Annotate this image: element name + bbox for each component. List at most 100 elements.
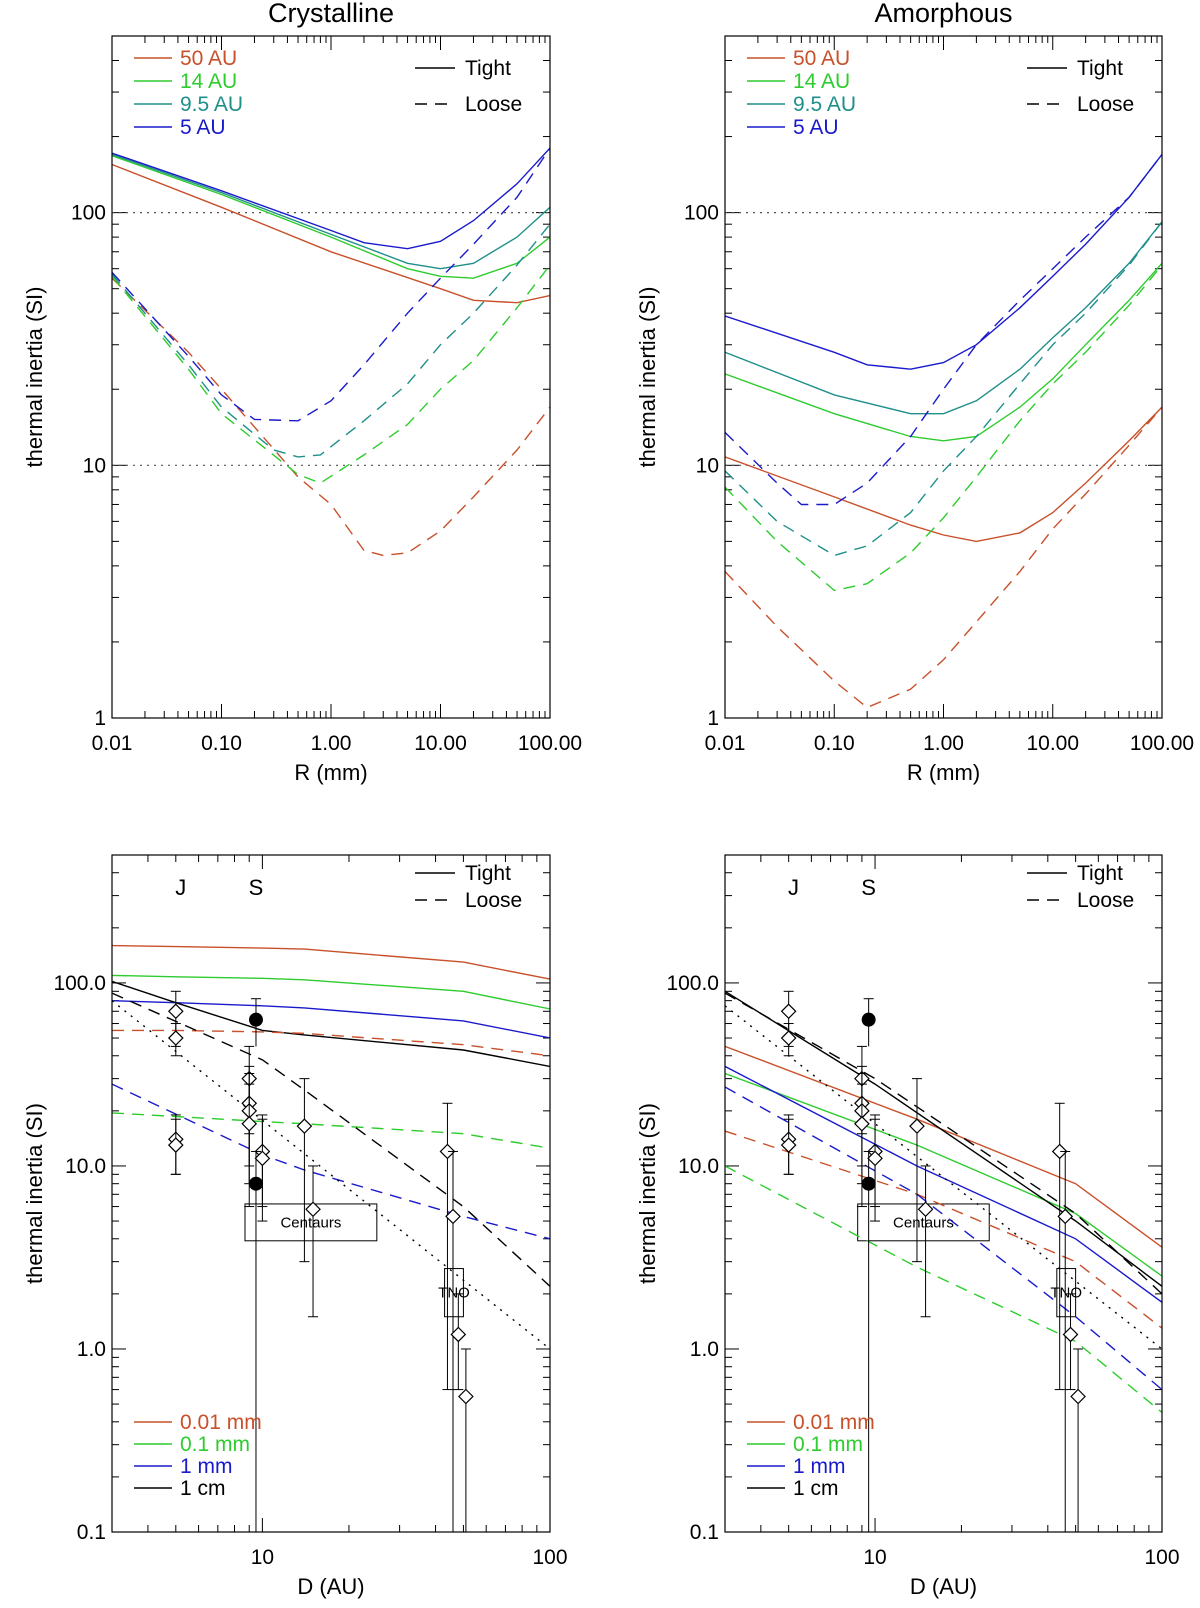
amorphous-d-xlabel: D (AU) bbox=[910, 1574, 977, 1599]
filled-point bbox=[861, 1012, 876, 1027]
series-1-cm-tight bbox=[725, 990, 1162, 1287]
series-1-cm-loose bbox=[112, 992, 550, 1287]
crystalline-r-xtick-label: 10.00 bbox=[414, 732, 467, 755]
legend-series-label-5-au: 5 AU bbox=[180, 116, 226, 139]
amorphous-d-ytick-label: 10.0 bbox=[678, 1155, 719, 1178]
legend-series-label-0-01-mm: 0.01 mm bbox=[180, 1411, 262, 1434]
obs-point bbox=[445, 1208, 461, 1225]
obs-point bbox=[167, 1003, 184, 1020]
obs-point bbox=[167, 1137, 184, 1153]
series-5-au-loose bbox=[112, 147, 550, 422]
amorphous-r-xtick-label: 1.00 bbox=[923, 732, 964, 755]
amorphous-r-xlabel: R (mm) bbox=[907, 760, 980, 785]
amorphous-r-ylabel: thermal inertia (SI) bbox=[635, 287, 660, 468]
series-0-01-mm-tight bbox=[112, 944, 550, 980]
crystalline-d-ytick-label: 1.0 bbox=[77, 1338, 106, 1361]
amorphous-r-xtick-label: 0.10 bbox=[814, 732, 855, 755]
legend-series-label-0-1-mm: 0.1 mm bbox=[793, 1433, 863, 1456]
obs-point bbox=[439, 1143, 456, 1160]
series-1-mm-loose bbox=[725, 1086, 1162, 1391]
amorphous-d-plot-area: Centaurs TNO bbox=[725, 990, 1162, 1532]
legend-style-label-tight: Tight bbox=[1077, 57, 1123, 80]
obs-point bbox=[917, 1201, 934, 1218]
planet-label-s: S bbox=[861, 875, 876, 900]
legend-series-label-1-mm: 1 mm bbox=[180, 1455, 233, 1478]
amorphous-r-xtick-label: 10.00 bbox=[1026, 732, 1079, 755]
box-label-tno: TNO bbox=[1050, 1285, 1082, 1302]
series-50-au-loose bbox=[112, 277, 550, 557]
crystalline-r-ylabel: thermal inertia (SI) bbox=[22, 287, 47, 468]
series-50-au-tight bbox=[112, 163, 550, 304]
amorphous-d-ylabel: thermal inertia (SI) bbox=[635, 1103, 660, 1284]
series-model-dotted bbox=[112, 1000, 550, 1350]
series-5-au-tight bbox=[725, 153, 1162, 370]
obs-point bbox=[854, 1115, 870, 1132]
obs-point bbox=[1070, 1388, 1086, 1405]
obs-point bbox=[305, 1201, 321, 1218]
legend-style-label-tight: Tight bbox=[1077, 862, 1123, 885]
amorphous-r-title: Amorphous bbox=[874, 0, 1012, 28]
series-1-cm-loose bbox=[725, 992, 1162, 1295]
planet-label-s: S bbox=[249, 875, 264, 900]
amorphous-r-ytick-label: 1 bbox=[707, 707, 719, 730]
filled-point bbox=[861, 1176, 876, 1191]
crystalline-r-frame bbox=[111, 35, 551, 719]
amorphous-r-xtick-label: 100.00 bbox=[1130, 732, 1194, 755]
amorphous-d-ticks bbox=[724, 854, 1163, 1533]
series-14-au-tight bbox=[112, 155, 550, 279]
crystalline-r-xtick-label: 0.01 bbox=[92, 732, 133, 755]
crystalline-d-panel: 0.1 1.0 10.0 100.0 10 100 D (AU) thermal inerti… bbox=[22, 854, 568, 1599]
planet-label-j: J bbox=[175, 875, 186, 900]
series-0-1-mm-loose bbox=[112, 1112, 550, 1149]
obs-point bbox=[780, 1030, 797, 1046]
series-14-au-tight bbox=[725, 262, 1162, 442]
legend-style-label-tight: Tight bbox=[465, 862, 511, 885]
legend-style-label-loose: Loose bbox=[1077, 889, 1134, 912]
series-0-01-mm-loose bbox=[112, 1029, 550, 1057]
amorphous-d-frame bbox=[724, 854, 1163, 1533]
amorphous-r-ticks bbox=[724, 35, 1163, 719]
legend-series-label-0-01-mm: 0.01 mm bbox=[793, 1411, 875, 1434]
series-1-mm-tight bbox=[725, 1065, 1162, 1303]
legend-series-label-1-cm: 1 cm bbox=[793, 1477, 839, 1500]
obs-point bbox=[296, 1118, 313, 1134]
crystalline-r-panel: Crystalline 1 10 100 0.01 0.10 1.00 10.00 100.00… bbox=[22, 0, 582, 785]
series-0-1-mm-loose bbox=[725, 1165, 1162, 1413]
legend-series-label-9-5-au: 9.5 AU bbox=[180, 93, 243, 116]
legend-series-label-1-mm: 1 mm bbox=[793, 1455, 846, 1478]
planet-label-j: J bbox=[788, 875, 799, 900]
series-5-au-loose bbox=[725, 153, 1162, 506]
amorphous-d-ytick-label: 1.0 bbox=[690, 1338, 719, 1361]
amorphous-r-ytick-label: 100 bbox=[684, 202, 719, 225]
crystalline-d-ytick-label: 0.1 bbox=[77, 1521, 106, 1544]
series-9-5-au-loose bbox=[112, 223, 550, 458]
amorphous-r-ytick-label: 10 bbox=[696, 454, 719, 477]
legend-series-label-50-au: 50 AU bbox=[793, 47, 850, 70]
crystalline-r-plot-area bbox=[112, 147, 550, 557]
crystalline-r-xlabel: R (mm) bbox=[294, 760, 367, 785]
series-9-5-au-loose bbox=[725, 221, 1162, 557]
crystalline-r-title: Crystalline bbox=[268, 0, 394, 28]
amorphous-d-ytick-label: 0.1 bbox=[690, 1521, 719, 1544]
filled-point bbox=[248, 1176, 263, 1191]
obs-point bbox=[241, 1115, 258, 1132]
amorphous-r-panel: Amorphous 1 10 100 0.01 0.10 1.00 10.00 100.00 R … bbox=[635, 0, 1194, 785]
crystalline-d-plot-area: Centaurs TNO bbox=[112, 944, 550, 1532]
amorphous-r-plot-area bbox=[725, 153, 1162, 709]
obs-point bbox=[167, 1030, 184, 1046]
crystalline-d-ylabel: thermal inertia (SI) bbox=[22, 1103, 47, 1284]
amorphous-d-panel: 0.1 1.0 10.0 100.0 10 100 D (AU) thermal inerti… bbox=[635, 854, 1180, 1599]
crystalline-d-xtick-label: 100 bbox=[532, 1546, 567, 1569]
crystalline-r-ytick-label: 1 bbox=[94, 707, 106, 730]
obs-point bbox=[458, 1388, 474, 1405]
legend-series-label-50-au: 50 AU bbox=[180, 47, 237, 70]
crystalline-d-frame bbox=[111, 854, 551, 1533]
legend-style-label-loose: Loose bbox=[465, 93, 522, 116]
legend-series-label-14-au: 14 AU bbox=[793, 70, 850, 93]
crystalline-d-xtick-label: 10 bbox=[251, 1546, 274, 1569]
series-14-au-loose bbox=[112, 264, 550, 484]
legend-style-label-loose: Loose bbox=[1077, 93, 1134, 116]
series-50-au-loose bbox=[725, 406, 1162, 709]
obs-point bbox=[1062, 1326, 1079, 1343]
